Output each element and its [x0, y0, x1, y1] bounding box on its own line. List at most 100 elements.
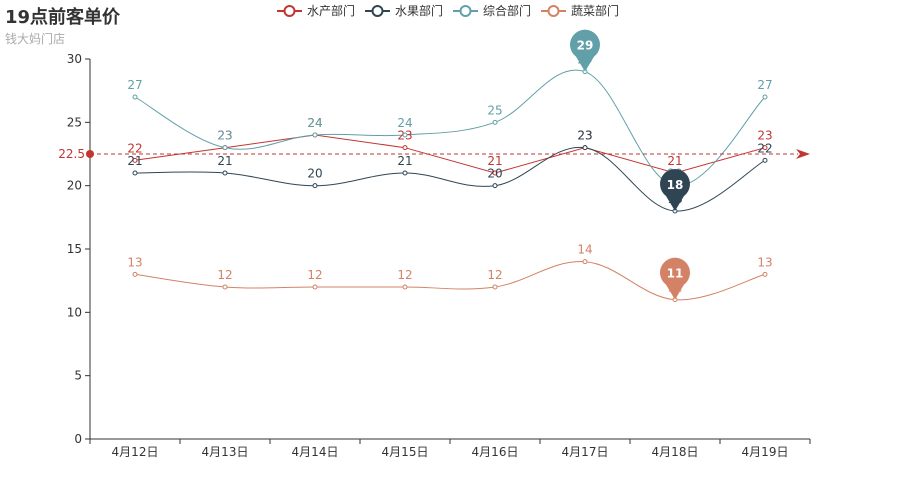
x-tick-label: 4月12日: [112, 445, 159, 459]
data-label: 20: [487, 167, 502, 181]
data-point: [132, 94, 138, 100]
legend-line-circle-icon: [277, 4, 302, 17]
y-tick-label: 25: [67, 115, 82, 129]
data-label: 24: [307, 116, 322, 130]
data-point: [222, 170, 228, 176]
data-point: [762, 94, 768, 100]
series-1: [134, 134, 766, 174]
average-mark-line-label: 22.5: [58, 147, 85, 161]
data-label: 21: [127, 154, 142, 168]
mark-point-label: 29: [577, 39, 594, 53]
data-point: [222, 284, 228, 290]
data-label: 13: [127, 255, 142, 269]
legend-label: 蔬菜部门: [571, 4, 620, 18]
legend-item-fruit[interactable]: 水果部门: [365, 2, 443, 19]
legend-item-vegetable[interactable]: 蔬菜部门: [541, 2, 619, 19]
data-label: 20: [307, 167, 322, 181]
y-tick-label: 5: [74, 369, 82, 383]
data-label: 21: [667, 154, 682, 168]
x-tick-label: 4月18日: [652, 445, 699, 459]
average-mark-line-start: [86, 150, 94, 158]
mark-point-pin: 11: [660, 257, 690, 300]
mark-point-shape: [570, 29, 601, 72]
data-point: [582, 145, 588, 151]
data-label: 23: [217, 129, 232, 143]
legend-label: 水产部门: [307, 4, 356, 18]
y-tick-label: 15: [67, 242, 82, 256]
data-point: [132, 271, 138, 277]
data-label: 21: [217, 154, 232, 168]
series-line: [134, 146, 766, 212]
mark-point-pin: 18: [660, 169, 690, 211]
series-1-points: 2223242321232123: [127, 116, 773, 176]
data-point: [492, 119, 498, 125]
legend-line-circle-icon: [541, 4, 567, 17]
x-tick-label: 4月13日: [202, 445, 249, 459]
data-label: 23: [577, 129, 592, 143]
mark-point-shape: [660, 169, 690, 211]
mark-point-pin: 29: [570, 29, 601, 72]
y-tick-label: 30: [67, 52, 82, 66]
data-label: 27: [127, 78, 142, 92]
x-tick-label: 4月15日: [382, 445, 429, 459]
y-tick-label: 0: [74, 432, 82, 446]
series-line: [134, 261, 766, 301]
data-label: 23: [577, 129, 592, 143]
chart-subtitle: 钱大妈门店: [5, 32, 66, 46]
legend-label: 水果部门: [395, 4, 444, 18]
legend-item-general[interactable]: 综合部门: [453, 2, 531, 19]
y-tick-label: 20: [67, 179, 82, 193]
data-label: 12: [217, 268, 232, 282]
data-label: 12: [397, 268, 412, 282]
series-line: [134, 134, 766, 174]
data-point: [402, 132, 408, 138]
data-point: [762, 157, 768, 163]
data-point: [312, 284, 318, 290]
data-point: [222, 145, 228, 151]
series-4-points: 13 12 12 12 12 14 11 13: [127, 243, 773, 303]
data-label: 23: [217, 129, 232, 143]
data-label: 21: [487, 154, 502, 168]
data-label: 27: [757, 78, 772, 92]
data-point: [312, 132, 318, 138]
legend-item-aquatic[interactable]: 水产部门: [277, 2, 355, 19]
data-point: [402, 145, 408, 151]
data-label: 14: [577, 243, 592, 257]
chart-title: 19点前客单价: [5, 7, 121, 28]
data-label: 12: [307, 268, 322, 282]
mark-point-label: 18: [667, 178, 684, 192]
data-label: 12: [487, 268, 502, 282]
series-4: [134, 261, 766, 301]
legend-line-circle-icon: [453, 4, 479, 17]
series-2-points: 2121202120231822: [127, 129, 773, 214]
x-tick-label: 4月17日: [562, 445, 609, 459]
data-label: 24: [307, 116, 322, 130]
series-2: [134, 146, 766, 212]
data-point: [582, 259, 588, 265]
data-point: [492, 183, 498, 189]
data-point: [132, 157, 138, 163]
data-label: 24: [397, 116, 412, 130]
legend-line-circle-icon: [365, 4, 391, 17]
x-tick-label: 4月14日: [292, 445, 339, 459]
data-point: [762, 271, 768, 277]
data-point: [492, 170, 498, 176]
x-tick-label: 4月16日: [472, 445, 519, 459]
data-point: [402, 284, 408, 290]
data-point: [132, 170, 138, 176]
legend: 水产部门 水果部门 综合部门 蔬菜部门: [277, 2, 619, 19]
data-label: 23: [757, 129, 772, 143]
data-label: 21: [397, 154, 412, 168]
data-label: 25: [487, 103, 502, 117]
data-label: 22: [127, 141, 142, 155]
mark-point-label: 11: [667, 267, 684, 281]
data-point: [762, 145, 768, 151]
x-tick-label: 4月19日: [742, 445, 789, 459]
average-mark-line-arrow: [796, 149, 810, 159]
mark-point-shape: [660, 257, 690, 300]
data-label: 22: [757, 141, 772, 155]
data-point: [402, 170, 408, 176]
data-label: 13: [757, 255, 772, 269]
data-point: [312, 183, 318, 189]
